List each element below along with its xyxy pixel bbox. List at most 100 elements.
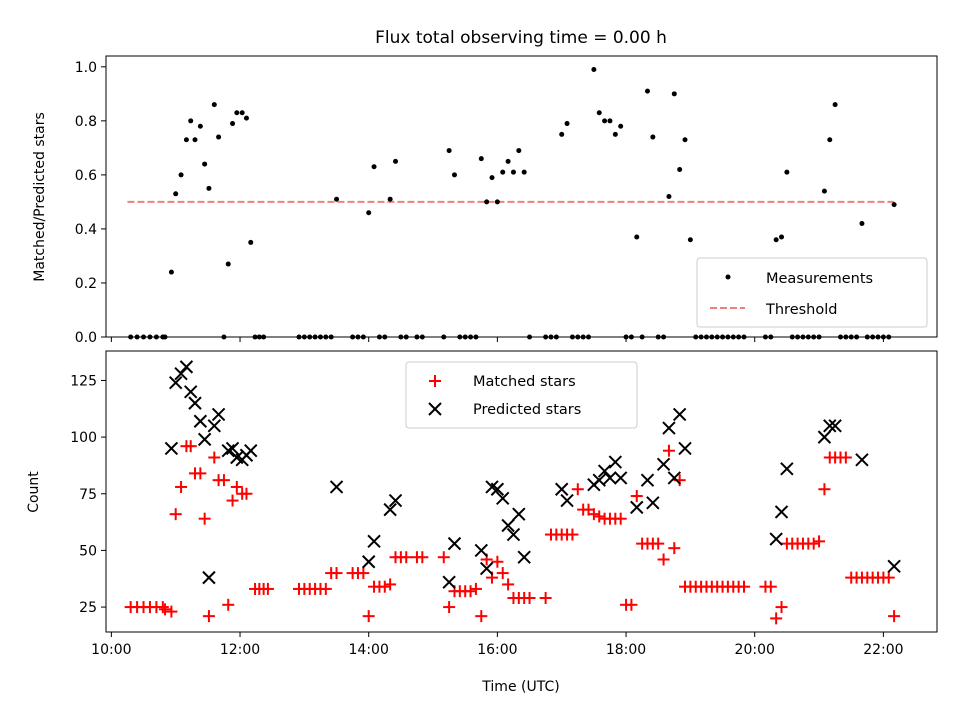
- top-axes-frame: [105, 55, 938, 338]
- predicted-star-point: [592, 473, 606, 487]
- predicted-star-point: [244, 444, 258, 458]
- matched-star-point: [502, 578, 515, 591]
- measurement-point: [666, 194, 672, 199]
- predicted-star-point: [769, 532, 783, 546]
- predicted-star-point: [662, 421, 676, 435]
- matched-star-point: [662, 444, 675, 457]
- measurement-point: [446, 148, 452, 154]
- bottom-x-tick-label: 12:00: [220, 642, 260, 658]
- predicted-star-point: [179, 360, 194, 374]
- bottom-x-tick-label: 20:00: [735, 642, 775, 658]
- bottom-panel: 10:00 12:00 14:00 16:00 18:00 20:00 22:00 25 50…: [26, 350, 938, 695]
- bottom-y-tick-label: 125: [70, 373, 97, 389]
- predicted-star-point: [613, 471, 628, 485]
- predicted-star-point: [202, 570, 216, 585]
- predicted-star-point: [225, 441, 240, 456]
- predicted-star-point: [367, 534, 381, 549]
- measurement-point: [168, 269, 174, 275]
- measurement-point: [612, 131, 618, 137]
- bottom-y-tick-label: 75: [79, 487, 97, 503]
- chart-title: Flux total observing time = 0.00 h: [375, 28, 667, 48]
- matched-star-point: [169, 508, 182, 521]
- predicted-star-point: [447, 536, 462, 551]
- predicted-star-point: [555, 482, 569, 496]
- measurement-point: [206, 185, 212, 191]
- matched-star-point: [400, 551, 413, 564]
- measurement-point: [230, 121, 236, 127]
- matched-star-point: [437, 551, 450, 564]
- matched-star-point: [657, 553, 670, 566]
- measurement-point: [602, 118, 608, 124]
- matched-star-point: [378, 580, 391, 593]
- bottom-x-tick-label: 18:00: [606, 642, 646, 658]
- measurement-point: [671, 91, 677, 97]
- measurement-point: [387, 196, 393, 202]
- legend-threshold-label: Threshold: [765, 302, 837, 318]
- predicted-star-point: [828, 419, 842, 433]
- predicted-star-point: [780, 462, 794, 476]
- legend-predicted-marker: [428, 402, 442, 416]
- predicted-star-point: [168, 376, 183, 390]
- predicted-star-point: [823, 419, 837, 433]
- matched-star-point: [330, 567, 343, 580]
- bottom-y-tick-label: 50: [79, 543, 97, 559]
- top-y-tick-label: 0.8: [75, 114, 97, 130]
- matched-star-point: [362, 610, 375, 623]
- measurement-point: [516, 148, 522, 154]
- matched-star-point: [539, 592, 552, 605]
- measurement-point: [484, 199, 490, 205]
- matched-star-point: [222, 598, 235, 611]
- predicted-star-point: [329, 480, 344, 494]
- predicted-star-point: [197, 432, 212, 447]
- top-y-tick-label: 0.4: [75, 222, 97, 238]
- bottom-axes-frame: [105, 350, 938, 633]
- top-panel: 0.0 0.2 0.4 0.6 0.8 1.0 Matched/Predicted sta…: [32, 55, 938, 346]
- predicted-star-point: [608, 455, 623, 469]
- bottom-x-tick-label: 22:00: [863, 642, 903, 658]
- measurement-point: [564, 121, 570, 127]
- top-y-tick-label: 0.2: [75, 276, 97, 292]
- measurement-point: [216, 134, 222, 140]
- measurement-point: [393, 158, 399, 164]
- measurement-point: [821, 188, 827, 194]
- measurement-point: [607, 118, 613, 124]
- bottom-x-tick-label: 10:00: [91, 642, 131, 658]
- matched-star-point: [630, 490, 643, 503]
- measurement-point: [891, 202, 897, 208]
- measurement-point: [197, 123, 203, 129]
- predicted-star-point: [188, 396, 202, 410]
- measurement-point: [478, 156, 484, 162]
- matched-star-point: [566, 528, 579, 541]
- matched-star-point: [202, 610, 215, 623]
- matched-star-point: [158, 603, 171, 616]
- predicted-star-point: [887, 559, 901, 573]
- predicted-star-point: [221, 444, 235, 458]
- measurement-point: [173, 191, 179, 197]
- predicted-star-point: [496, 491, 510, 506]
- predicted-star-point: [174, 366, 188, 381]
- measurement-point: [451, 172, 457, 178]
- measurement-point: [248, 239, 254, 245]
- predicted-star-point: [512, 507, 526, 521]
- measurement-point: [178, 172, 184, 178]
- matched-star-point: [775, 601, 788, 614]
- measurement-point: [650, 134, 656, 140]
- matched-star-point: [496, 567, 509, 580]
- predicted-star-point: [678, 441, 692, 456]
- matched-star-point: [614, 512, 627, 525]
- predicted-star-point: [184, 385, 198, 399]
- measurement-point: [644, 88, 650, 94]
- matched-star-point: [384, 578, 397, 591]
- predicted-star-point: [388, 493, 403, 508]
- matched-star-point: [184, 440, 197, 453]
- matched-star-point: [464, 585, 477, 598]
- predicted-star-point: [640, 473, 655, 487]
- matched-star-point: [357, 567, 370, 580]
- measurement-point: [827, 137, 833, 143]
- matched-star-point: [491, 555, 504, 568]
- legend-matched-marker: [429, 375, 441, 387]
- predicted-star-point: [211, 407, 226, 422]
- bottom-x-tick-label: 14:00: [349, 642, 389, 658]
- predicted-star-point: [479, 561, 494, 576]
